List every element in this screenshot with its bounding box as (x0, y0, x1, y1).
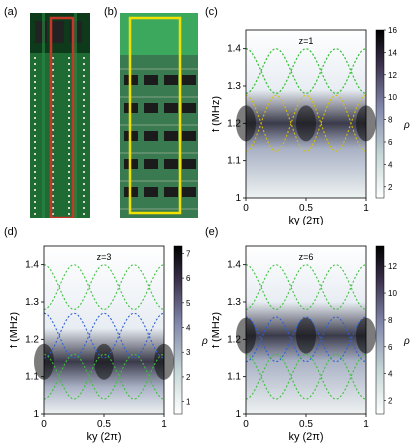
ytick-label-c-3: 1.3 (227, 81, 241, 92)
ytick-label-d-4: 1.4 (25, 260, 39, 271)
cb-tick-label-d-4: 5 (186, 299, 191, 308)
ytick-label-d-2: 1.2 (25, 334, 39, 345)
heatmap-peak-e-1 (296, 317, 316, 354)
x-axis-label-e: ky (2π) (288, 431, 323, 443)
cb-tick-label-c-7: 16 (388, 26, 397, 35)
cb-tick-label-c-0: 2 (388, 183, 393, 192)
ytick-label-e-3: 1.3 (227, 297, 241, 308)
xtick-label-e-2: 1 (363, 419, 369, 430)
x-axis-label-d: ky (2π) (86, 431, 121, 443)
heatmap-d (44, 246, 164, 414)
cb-tick-label-c-6: 14 (388, 48, 397, 57)
ytick-label-d-1: 1.1 (25, 372, 39, 383)
yellow-highlight-box (128, 16, 182, 215)
colorbar-label-e: ρ (403, 336, 410, 347)
chart-panel-e: z=6 0 0.5 1 ky (2π) 1 1.1 1.2 1.3 1.4 f (MHz) 2 4 6 8 1… (212, 245, 410, 443)
ytick-label-c-2: 1.2 (227, 118, 241, 129)
colorbar-c (375, 29, 385, 199)
cb-tick-label-c-5: 12 (388, 71, 397, 80)
heatmap-peak-c-1 (296, 105, 316, 142)
colorbar-d (173, 245, 183, 415)
y-axis-label-c: f (MHz) (212, 96, 222, 132)
ytick-label-e-0: 1 (235, 409, 241, 420)
xtick-label-c-0: 0 (243, 203, 249, 214)
curve-d-0a (43, 264, 165, 311)
ytick-label-d-3: 1.3 (25, 297, 39, 308)
ytick-label-c-1: 1.1 (227, 156, 241, 167)
curve-c-1a (245, 48, 367, 95)
xtick-label-e-1: 0.5 (299, 419, 313, 430)
curve-e-1a (245, 316, 367, 363)
curve-e-0a (245, 264, 367, 311)
red-highlight-box (49, 16, 75, 218)
chart-panel-c: z=1 0 0.5 1 ky (2π) 1 1.1 1.2 1.3 1.4 f (MHz) 2 4 6 8 1… (212, 26, 410, 225)
ytick-label-c-0: 1 (235, 193, 241, 204)
heatmap-peak-d-1 (94, 343, 114, 380)
cb-tick-label-e-3: 8 (388, 316, 393, 325)
xtick-label-e-0: 0 (243, 419, 249, 430)
z-annotation-e: z=6 (299, 252, 314, 262)
chart-panel-d: z=3 0 0.5 1 ky (2π) 1 1.1 1.2 1.3 1.4 f (MHz) 1 2 3 4 5… (10, 245, 208, 443)
cb-tick-label-d-6: 7 (186, 249, 191, 258)
cb-tick-label-c-2: 6 (388, 138, 393, 147)
pcb-photo-a (30, 13, 90, 218)
curve-d-2a (43, 353, 165, 400)
cb-tick-label-e-5: 12 (388, 262, 397, 271)
curve-e-2b (245, 353, 367, 400)
panel-label-d: (d) (4, 226, 18, 238)
cb-tick-label-d-2: 3 (186, 348, 191, 357)
y-axis-label-e: f (MHz) (212, 312, 222, 348)
curve-d-1b (43, 312, 165, 359)
panel-label-b: (b) (104, 6, 118, 18)
cb-tick-label-d-1: 2 (186, 373, 191, 382)
cb-tick-label-e-0: 2 (388, 397, 393, 406)
curve-d-1a (43, 312, 165, 359)
xtick-label-c-1: 0.5 (299, 203, 313, 214)
cb-tick-label-e-2: 6 (388, 343, 393, 352)
cb-tick-label-c-3: 8 (388, 116, 393, 125)
curve-e-2a (245, 353, 367, 400)
ytick-label-e-4: 1.4 (227, 260, 241, 271)
cb-tick-label-e-1: 4 (388, 370, 393, 379)
ytick-label-e-2: 1.2 (227, 334, 241, 345)
ytick-label-e-1: 1.1 (227, 372, 241, 383)
ytick-label-c-4: 1.4 (227, 44, 241, 55)
cb-tick-label-d-3: 4 (186, 324, 191, 333)
pcb-photo-b (120, 13, 198, 218)
panel-label-e: (e) (205, 226, 219, 238)
curve-d-2b (43, 353, 165, 400)
cb-tick-label-d-5: 6 (186, 274, 191, 283)
colorbar-label-d: ρ (201, 336, 208, 347)
cb-tick-label-d-0: 1 (186, 398, 191, 407)
y-axis-label-d: f (MHz) (10, 312, 20, 348)
cb-tick-label-e-4: 10 (388, 289, 397, 298)
x-axis-label-c: ky (2π) (288, 215, 323, 225)
colorbar-e (375, 245, 385, 415)
z-annotation-d: z=3 (97, 252, 112, 262)
xtick-label-d-2: 1 (161, 419, 167, 430)
cb-tick-label-c-4: 10 (388, 93, 397, 102)
colorbar-label-c: ρ (403, 120, 410, 131)
curve-e-0b (245, 264, 367, 311)
cb-tick-label-c-1: 4 (388, 160, 393, 169)
panel-label-a: (a) (4, 6, 18, 18)
curve-d-0b (43, 264, 165, 311)
panel-label-c: (c) (205, 6, 218, 18)
xtick-label-c-2: 1 (363, 203, 369, 214)
xtick-label-d-0: 0 (41, 419, 47, 430)
z-annotation-c: z=1 (299, 36, 314, 46)
xtick-label-d-1: 0.5 (97, 419, 111, 430)
curve-c-1b (245, 48, 367, 95)
ytick-label-d-0: 1 (33, 409, 39, 420)
curve-e-1b (245, 316, 367, 363)
